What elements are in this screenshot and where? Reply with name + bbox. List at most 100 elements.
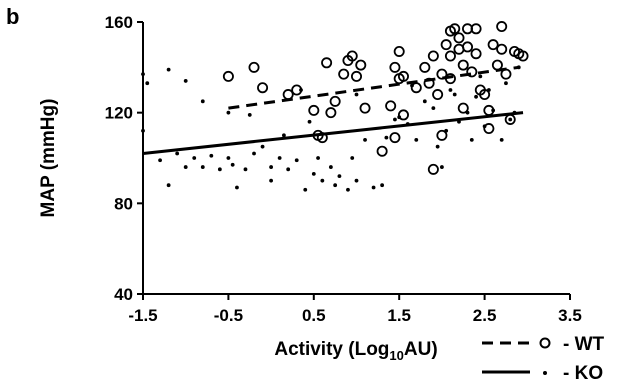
x-tick-label: 0.5 [302,306,326,325]
wt-point [389,132,401,144]
ko-point [247,113,252,117]
wt-point [248,61,260,73]
ko-point [431,106,436,111]
ko-point [286,167,291,172]
ko-point [200,99,205,104]
ko-point [243,167,248,172]
ko-point [294,158,299,163]
fit-lines [142,65,524,155]
legend-ko-marker [543,371,547,375]
ko-point [141,72,145,77]
ko-point [397,115,402,120]
ko-point [307,119,312,124]
wt-point [432,89,444,101]
ko-point [508,117,513,122]
ko-point [371,185,376,190]
panel-label: b [6,4,19,29]
ko-point [469,137,474,142]
ko-point [333,183,338,188]
ko-point [226,110,231,115]
x-ticks: -1.5 -0.5 0.5 1.5 2.5 3.5 [128,294,582,325]
y-axis: 40 80 120 160 [105,13,144,304]
legend-item-wt: - WT [482,334,605,355]
ko-point [260,144,265,149]
wt-point [325,107,337,119]
wt-point [436,68,448,80]
ko-point [226,156,231,160]
x-tick-label: -1.5 [128,306,157,325]
wt-point [449,23,461,35]
wt-point [427,50,439,62]
ko-point [252,151,256,156]
ko-point [435,144,440,149]
x-axis-label: Activity (Log10AU) [274,339,437,363]
ko-point [320,178,325,183]
wt-point [483,123,495,135]
wt-point [436,129,448,141]
ko-point [448,88,453,92]
ko-point [504,81,508,86]
x-tick-label: -0.5 [214,306,243,325]
ko-point [235,185,239,190]
y-tick-label: 40 [114,285,133,304]
x-tick-label: 3.5 [558,306,582,325]
x-axis-label-main: Activity (Log [274,339,389,360]
ko-point [380,183,385,188]
ko-point [440,165,444,169]
series-wt [222,21,529,175]
wt-point [444,50,456,62]
wt-point [457,102,469,114]
wt-point [470,48,482,60]
ko-point [269,178,273,183]
ko-point [444,128,449,133]
wt-point [389,61,401,73]
wt-point [427,163,439,175]
wt-point [440,39,452,51]
ko-point [166,67,171,72]
ko-point [277,156,282,160]
ko-point [354,178,359,183]
y-ticks: 40 80 120 160 [105,13,143,304]
ko-point [166,183,171,188]
ko-point [200,165,205,169]
wt-point [338,68,350,80]
ko-point [282,133,286,138]
wt-point [453,32,465,44]
wt-point [487,39,499,51]
ko-point [145,81,150,86]
wt-point [496,21,508,33]
wt-point [355,59,367,71]
ko-point [346,187,350,192]
ko-point [217,167,222,172]
wt-point [308,104,320,116]
ko-point [363,137,367,142]
ko-point [465,110,470,115]
ko-point [350,156,355,160]
wt-fit-line [228,65,519,110]
ko-point [337,174,342,179]
ko-point [303,187,308,192]
ko-point [422,99,427,104]
ko-point [230,162,235,167]
wt-point [359,102,371,114]
ko-fit-line [142,111,524,155]
wt-point [393,45,405,57]
ko-point [175,151,180,156]
y-tick-label: 120 [105,104,133,123]
data-points [141,21,529,192]
wt-point [457,59,469,71]
ko-point [410,83,414,88]
x-tick-label: 1.5 [387,306,411,325]
ko-point [299,88,303,92]
wt-point [222,70,234,82]
ko-point [486,88,491,92]
ko-point [384,135,389,140]
legend-item-ko: - KO [482,363,603,382]
wt-point [491,59,503,71]
wt-point [385,100,397,112]
legend-wt-marker [539,337,551,349]
ko-point [183,165,188,169]
wt-point [397,70,409,82]
x-axis: -1.5 -0.5 0.5 1.5 2.5 3.5 [128,293,582,325]
